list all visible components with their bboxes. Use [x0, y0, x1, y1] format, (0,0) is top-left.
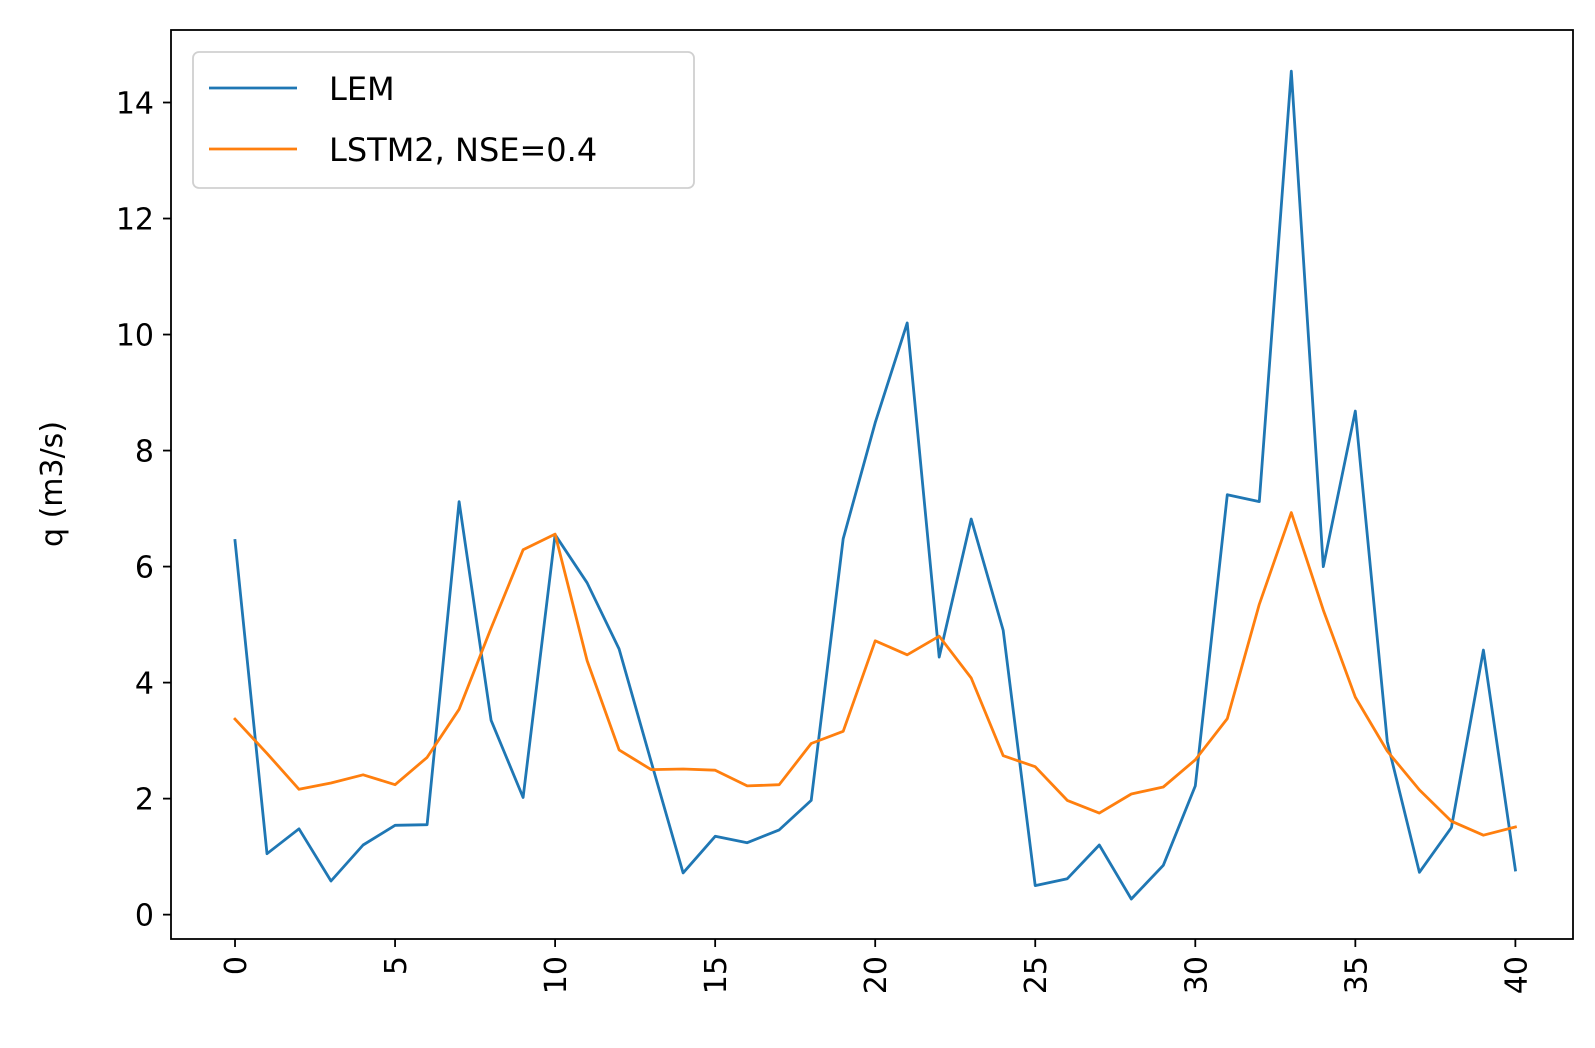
y-tick-label: 10: [116, 319, 154, 354]
y-tick-label: 8: [135, 435, 154, 470]
y-axis-label: q (m3/s): [35, 421, 70, 547]
legend-box: [192, 51, 695, 189]
x-tick-label: 40: [1499, 956, 1534, 994]
y-axis: 0 2 4 6 8 10 12 14: [116, 87, 171, 934]
legend-label-lstm2: LSTM2, NSE=0.4: [329, 131, 597, 169]
series-line-lem: [233, 69, 1517, 901]
x-tick-label: 20: [859, 956, 894, 994]
x-axis: 0 5 10 15 20 25 30 35 40: [219, 939, 1534, 994]
y-tick-label: 0: [135, 899, 154, 934]
y-tick-label: 2: [135, 783, 154, 818]
x-tick-label: 5: [379, 956, 414, 975]
series-line-lstm2: [233, 511, 1518, 837]
x-tick-label: 10: [539, 956, 574, 994]
y-tick-label: 12: [116, 203, 154, 238]
x-tick-label: 0: [219, 956, 254, 975]
legend: LEM LSTM2, NSE=0.4: [192, 51, 695, 189]
x-tick-label: 30: [1179, 956, 1214, 994]
x-tick-label: 25: [1019, 956, 1054, 994]
legend-label-lem: LEM: [329, 70, 395, 108]
x-tick-label: 15: [699, 956, 734, 994]
y-tick-label: 6: [135, 551, 154, 586]
x-tick-label: 35: [1339, 956, 1374, 994]
y-tick-label: 4: [135, 667, 154, 702]
plot-series: [233, 69, 1518, 901]
y-tick-label: 14: [116, 87, 154, 122]
plot-frame: [170, 29, 1574, 940]
